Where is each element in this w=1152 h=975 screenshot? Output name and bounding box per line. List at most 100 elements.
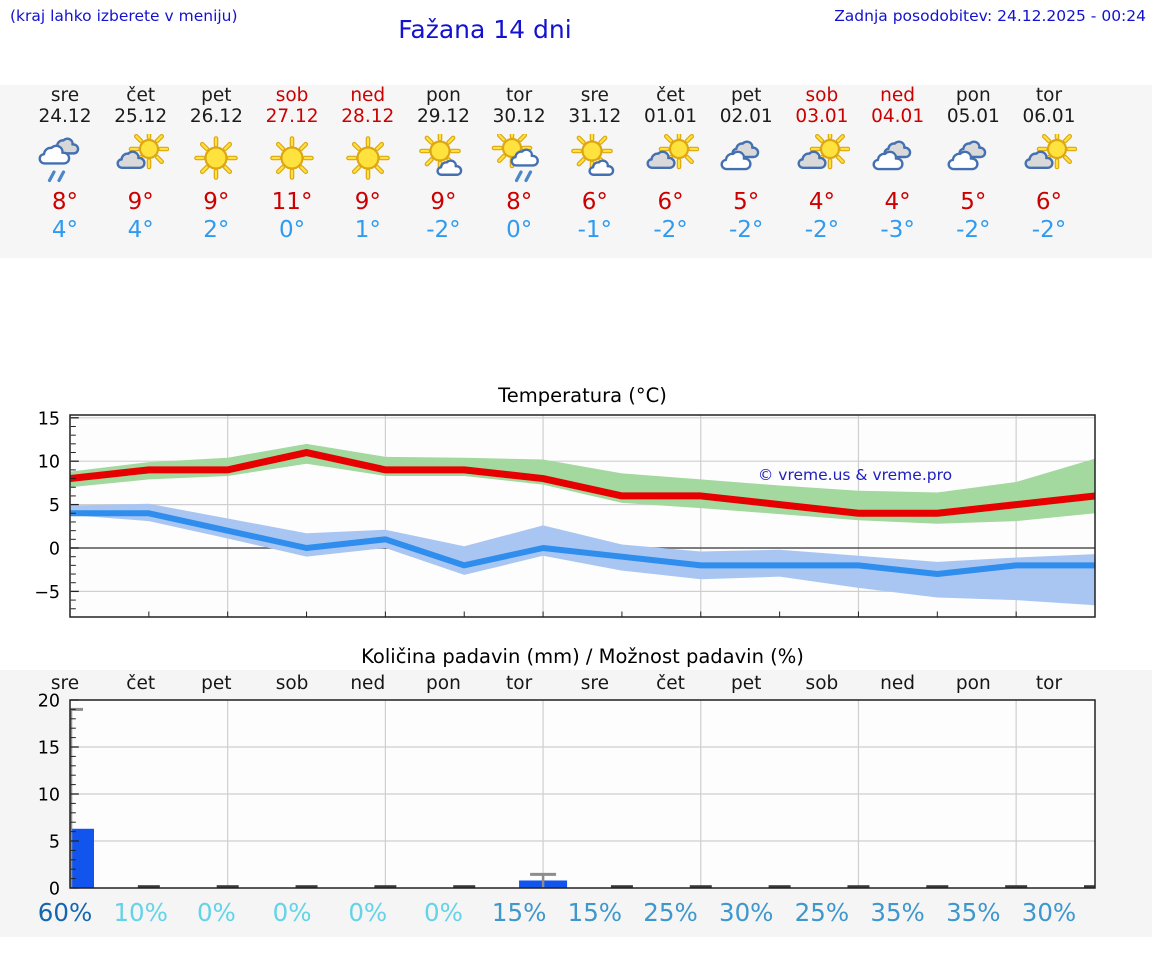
temp-y-axis-label: 5: [49, 496, 60, 516]
day-name: pet: [731, 85, 762, 106]
high-temperature: 4°: [884, 189, 911, 215]
day-name: pon: [426, 85, 461, 106]
weather-icon-wrap: [23, 134, 107, 186]
weather-icon-wrap: [1007, 128, 1091, 186]
mostly-sunny-icon: [419, 130, 463, 176]
precip-chart-title: Količina padavin (mm) / Možnost padavin …: [361, 645, 804, 668]
precipitation-chart: 0 5 10 15 20: [38, 692, 1096, 899]
last-update-text: Zadnja posodobitev: 24.12.2025 - 00:24: [834, 7, 1146, 25]
high-temperature: 8°: [51, 189, 79, 215]
day-name: sre: [580, 85, 609, 106]
precip-day-label: ned: [350, 673, 386, 694]
weather-icon-wrap: [856, 134, 940, 186]
day-column: pon 29.12 9° -2°: [401, 85, 485, 243]
day-date: 26.12: [189, 106, 243, 127]
precip-probability: 30%: [718, 898, 774, 927]
precip-day-label: sob: [805, 673, 839, 694]
low-temperature: 2°: [203, 217, 230, 243]
sun-rain-icon: [491, 127, 540, 183]
day-name: ned: [880, 85, 916, 106]
precip-probability: 15%: [567, 898, 623, 927]
weather-icon-wrap: [931, 134, 1015, 186]
day-date: 05.01: [946, 106, 1000, 127]
low-temperature: -1°: [577, 217, 613, 243]
weather-icon-wrap: [553, 130, 637, 186]
zero-precip-dash: [295, 885, 318, 888]
high-temperature: 9°: [354, 189, 381, 215]
weather-icon-wrap: [99, 128, 183, 186]
precip-day-label: tor: [1035, 673, 1063, 694]
day-date: 02.01: [719, 106, 773, 127]
precip-probability: 0%: [272, 898, 312, 927]
day-date: 25.12: [114, 106, 168, 127]
weather-icon-wrap: [704, 134, 788, 186]
zero-precip-dash: [847, 885, 870, 888]
precip-day-label: pet: [201, 673, 232, 694]
day-column: pet 02.01 5° -2°: [704, 85, 788, 243]
page-title: Fažana 14 dni: [398, 15, 572, 44]
temperature-chart-title: Temperatura (°C): [498, 384, 667, 407]
day-date: 03.01: [795, 106, 849, 127]
weather-icon-wrap: [250, 134, 334, 186]
partly-cloudy-icon: [116, 128, 169, 170]
precip-day-label: pet: [731, 673, 762, 694]
day-date: 06.01: [1022, 106, 1076, 127]
min-temp-line: [70, 510, 1095, 578]
weather-icon-wrap: [629, 128, 713, 186]
low-temperature: -2°: [653, 217, 688, 243]
day-column: tor 30.12 8° 0°: [477, 85, 561, 243]
day-column: ned 28.12 9° 1°: [326, 85, 410, 243]
precip-day-label: pon: [955, 673, 991, 694]
day-name: čet: [126, 85, 156, 106]
low-temperature: -2°: [729, 217, 764, 243]
high-temperature: 9°: [430, 189, 457, 215]
precip-ticks: [70, 699, 79, 889]
day-date: 29.12: [416, 106, 470, 127]
zero-precip-dash: [453, 885, 476, 888]
zero-precip-dash: [689, 885, 712, 888]
day-name: ned: [350, 85, 386, 106]
day-name: sob: [805, 85, 839, 106]
high-temperature: 8°: [506, 189, 533, 215]
day-date: 04.01: [871, 106, 925, 127]
temp-y-axis-label: 15: [38, 409, 60, 429]
watermark: © vreme.us & vreme.pro: [758, 466, 952, 484]
zero-precip-dash: [216, 885, 239, 888]
precip-probability: 25%: [794, 898, 850, 927]
weather-icon-wrap: [174, 134, 258, 186]
precip-day-label: pon: [426, 673, 461, 694]
high-temperature: 6°: [1035, 189, 1063, 215]
day-date: 30.12: [492, 106, 546, 127]
sunny-icon: [194, 136, 239, 180]
day-date: 27.12: [265, 106, 319, 127]
temp-y-axis-label: −5: [34, 583, 60, 603]
day-name: sob: [275, 85, 309, 106]
partly-cloudy-icon: [645, 128, 699, 170]
day-column: ned 04.01 4° -3°: [856, 85, 940, 243]
weather-icon-wrap: [477, 127, 561, 186]
day-name: pet: [201, 85, 232, 106]
low-temperature: -2°: [956, 217, 991, 243]
weather-icon-wrap: [326, 134, 410, 186]
high-temperature: 11°: [271, 189, 313, 215]
day-name: čet: [656, 85, 685, 106]
weather-icon-wrap: [401, 130, 485, 186]
precip-y-axis-label: 15: [38, 739, 60, 759]
precip-day-label: tor: [506, 673, 533, 694]
day-column: tor 06.01 6° -2°: [1007, 85, 1091, 243]
cloudy-icon: [947, 140, 987, 171]
temp-y-axis-label: 0: [49, 540, 60, 560]
menu-hint: (kraj lahko izberete v meniju): [10, 7, 238, 25]
precip-probability: 0%: [196, 898, 236, 927]
zero-precip-dash: [926, 885, 949, 888]
zero-precip-dash: [374, 885, 397, 888]
precip-day-label: čet: [656, 673, 685, 694]
precip-day-label: sre: [50, 673, 80, 694]
precip-y-axis-label: 0: [49, 880, 60, 899]
temp-ticks: [69, 417, 1096, 617]
day-column: sob 03.01 4° -2°: [780, 85, 864, 243]
low-temperature: 0°: [506, 217, 533, 243]
precip-probability: 15%: [491, 898, 547, 927]
low-temperature: 0°: [278, 217, 306, 243]
precip-y-axis-label: 20: [38, 692, 60, 712]
